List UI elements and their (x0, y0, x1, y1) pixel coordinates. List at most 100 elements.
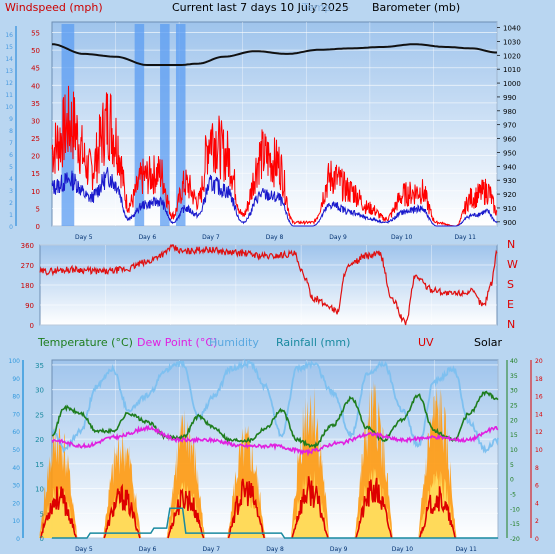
humidity-tick-label: 60 (12, 429, 20, 436)
faint-temp-header: Temp. --- (301, 1, 350, 14)
pressure-tick-label: 970 (503, 122, 516, 130)
chart-title: Current last 7 days 10 July 2025 (172, 1, 349, 14)
temperature-tick-label: 35 (510, 373, 518, 380)
temperature-tick-label: 5 (510, 462, 514, 469)
wind-tick-label: 20 (31, 153, 40, 161)
rain-tick-label: 35 (35, 362, 44, 370)
rain-tick-label: 15 (35, 461, 44, 469)
rain-rate-tick-label: 9 (9, 116, 13, 123)
uv-tick-label: 14 (535, 411, 543, 418)
solar-area-light (354, 467, 393, 538)
temperature-tick-label: 0 (510, 477, 514, 484)
compass-tick-label: N (507, 318, 515, 331)
uv-line (103, 483, 141, 539)
humidity-tick-label: 90 (12, 376, 20, 383)
dew-point-line (51, 424, 499, 457)
day-label: Day 7 (202, 234, 220, 241)
pressure-tick-label: 980 (503, 108, 516, 116)
day-label: Day 11 (455, 546, 477, 553)
uv-tick-label: 20 (535, 358, 543, 365)
temperature-tick-label: 15 (510, 432, 518, 439)
direction-tick-label: 180 (21, 282, 34, 290)
rain-tick-label: 30 (35, 387, 44, 395)
rain-tick-label: 20 (35, 436, 44, 444)
day-label: Day 7 (202, 546, 220, 553)
rain-rate-tick-label: 13 (5, 68, 13, 75)
day-label: Day 9 (330, 546, 348, 553)
uv-tick-label: 12 (535, 429, 543, 436)
wind-tick-label: 40 (31, 82, 40, 90)
humidity-tick-label: 30 (12, 483, 20, 490)
day-label: Day 8 (266, 234, 284, 241)
rain-rate-tick-label: 16 (5, 32, 13, 39)
day-label: Day 10 (391, 234, 413, 241)
humidity-tick-label: 40 (12, 465, 20, 472)
rain-rate-tick-label: 0 (9, 224, 13, 231)
pressure-tick-label: 930 (503, 177, 516, 185)
rainfall-label: Rainfall (mm) (276, 336, 350, 349)
uv-tick-label: 10 (535, 447, 543, 454)
rain-rate-tick-label: 1 (9, 212, 13, 219)
temperature-tick-label: -15 (510, 521, 520, 528)
solar-area-light (166, 480, 205, 538)
compass-tick-label: W (507, 258, 518, 271)
day-label: Day 8 (266, 546, 284, 553)
rain-rate-tick-label: 15 (5, 44, 13, 51)
solar-area-light (39, 487, 78, 538)
uv-tick-label: 0 (535, 536, 539, 543)
temperature-tick-label: 10 (510, 447, 518, 454)
pressure-tick-label: 940 (503, 163, 516, 171)
rain-rate-tick-label: 12 (5, 80, 13, 87)
rain-rate-tick-label: 8 (9, 128, 13, 135)
humidity-tick-label: 50 (12, 447, 20, 454)
rainfall-line (52, 507, 498, 539)
direction-tick-label: 90 (25, 302, 34, 310)
compass-tick-label: N (507, 238, 515, 251)
humidity-tick-label: 0 (16, 536, 20, 543)
wind-tick-label: 10 (31, 188, 40, 196)
wind-tick-label: 45 (31, 65, 40, 73)
pressure-tick-label: 950 (503, 149, 516, 157)
pressure-tick-label: 1010 (503, 66, 521, 74)
rain-rate-tick-label: 4 (9, 176, 13, 183)
temperature-tick-label: -10 (510, 506, 520, 513)
direction-tick-label: 360 (21, 242, 34, 250)
wind-tick-label: 35 (31, 100, 40, 108)
pressure-tick-label: 1040 (503, 25, 521, 33)
temperature-tick-label: -5 (510, 492, 516, 499)
rain-tick-label: 0 (40, 535, 44, 543)
wind-barometer-panel: Windspeed (mph) Current last 7 days 10 J… (5, 1, 521, 241)
windspeed-axis-label: Windspeed (mph) (5, 1, 103, 14)
rain-rate-bar (134, 24, 145, 226)
uv-line (227, 478, 265, 539)
wind-direction-line (39, 243, 498, 326)
uv-tick-label: 8 (535, 465, 539, 472)
uv-tick-label: 2 (535, 518, 539, 525)
uv-tick-label: 18 (535, 376, 543, 383)
humidity-tick-label: 100 (9, 358, 21, 365)
rain-rate-bar (175, 24, 186, 226)
temperature-tick-label: 20 (510, 417, 518, 424)
uv-line (355, 477, 393, 539)
humidity-label: Humidity (209, 336, 259, 349)
compass-tick-label: E (507, 298, 514, 311)
rain-rate-tick-label: 11 (5, 92, 13, 99)
wind-tick-label: 50 (31, 47, 40, 55)
temperature-tick-label: 25 (510, 403, 518, 410)
wind-tick-label: 25 (31, 135, 40, 143)
humidity-tick-label: 80 (12, 394, 20, 401)
pressure-tick-label: 920 (503, 191, 516, 199)
solar-label: Solar (474, 336, 503, 349)
uv-tick-label: 4 (535, 500, 539, 507)
temperature-tick-label: 40 (510, 358, 518, 365)
day-label: Day 10 (392, 546, 414, 553)
dew-point-label: Dew Point (°C) (137, 336, 217, 349)
direction-tick-label: 0 (30, 322, 34, 330)
wind-tick-label: 15 (31, 170, 40, 178)
day-label: Day 5 (75, 546, 93, 553)
rain-tick-label: 5 (40, 510, 44, 518)
uv-line (39, 486, 77, 539)
pressure-tick-label: 910 (503, 205, 516, 213)
rain-rate-tick-label: 2 (9, 200, 13, 207)
